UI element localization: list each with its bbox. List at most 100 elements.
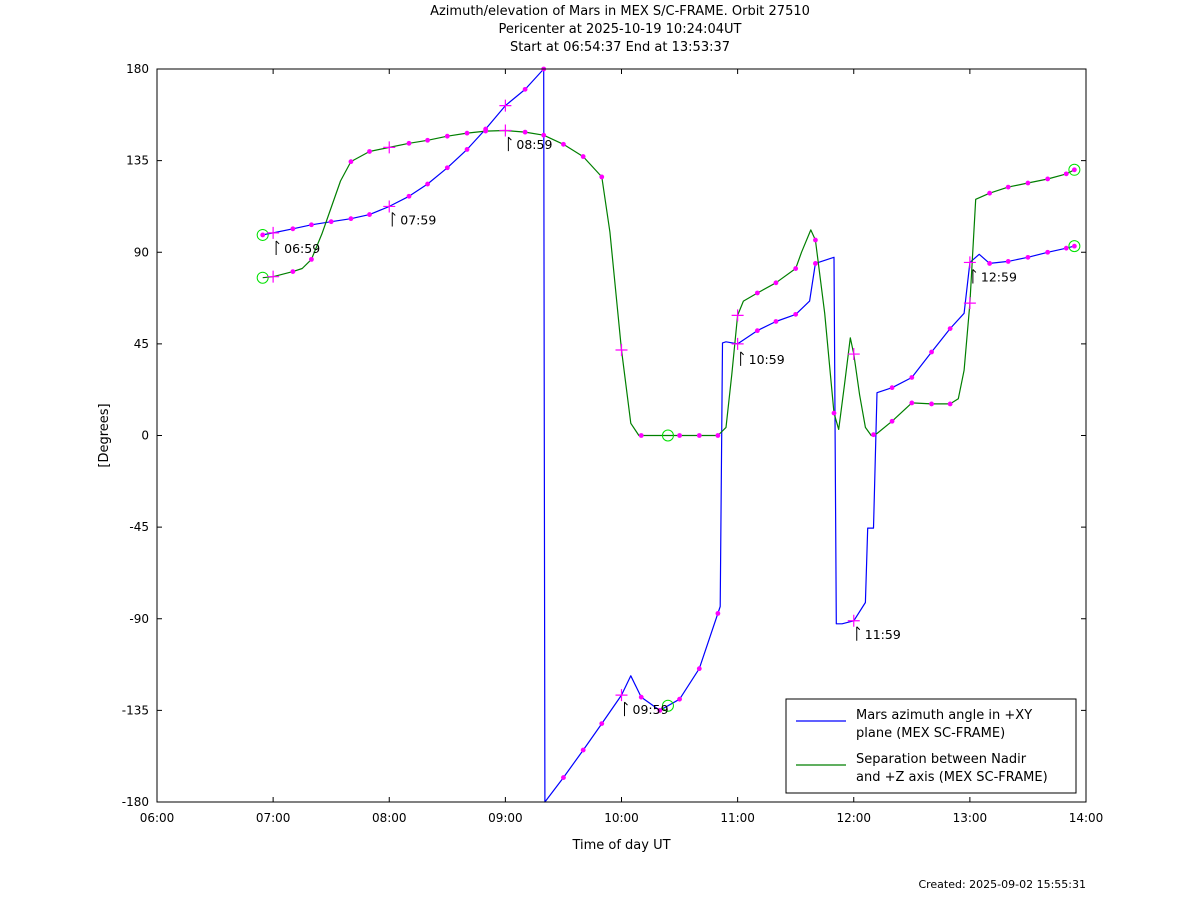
- series-2-hour-marker: [267, 270, 280, 283]
- series-1-point: [909, 375, 915, 380]
- axes-layer: 06:00 07:00 08:00 09:00 10:00 11:00 12:00 13:00…: [122, 62, 1104, 825]
- x-tick-label: 06:00: [140, 811, 175, 825]
- series-1-point: [328, 219, 334, 225]
- annotation-pointer: [740, 351, 744, 366]
- series-1-hour-marker: [731, 337, 744, 350]
- series-1-hour-marker: [267, 226, 280, 239]
- series-2-hour-marker: [499, 124, 512, 137]
- series-1-point: [1025, 254, 1031, 260]
- time-annotation: 09:59: [633, 702, 669, 717]
- legend-label: and +Z axis (MEX SC-FRAME): [856, 770, 1048, 785]
- series-2-hour-marker: [615, 343, 628, 356]
- series-2-point: [1025, 180, 1031, 186]
- x-tick-label: 11:00: [720, 811, 755, 825]
- legend: Mars azimuth angle in +XY plane (MEX SC-F…: [785, 698, 1077, 794]
- series-2-point: [831, 410, 837, 416]
- series-1-point: [987, 261, 993, 266]
- series-2-hour-marker: [383, 141, 396, 154]
- chart-title-line-1: Azimuth/elevation of Mars in MEX S/C-FRA…: [430, 4, 810, 19]
- series-1-point: [657, 707, 663, 713]
- series-1-point: [929, 349, 934, 355]
- legend-label: plane (MEX SC-FRAME): [856, 726, 1005, 741]
- series-1-point: [1005, 259, 1011, 264]
- series-2-point: [425, 137, 430, 143]
- series-2-point: [1063, 171, 1069, 177]
- series-2-point: [599, 174, 605, 180]
- series-2-hour-marker: [731, 309, 744, 322]
- series-2-point: [638, 433, 644, 438]
- series-2-point: [871, 432, 876, 438]
- series-2-point: [290, 269, 296, 274]
- series-2-point: [773, 280, 779, 286]
- marker-layer: [256, 66, 1081, 780]
- series-2-point: [561, 141, 566, 147]
- series-2-circle-marker: [1068, 163, 1081, 176]
- legend-label: Separation between Nadir: [856, 752, 1027, 767]
- series-2-point: [696, 433, 702, 438]
- y-tick-label: -45: [129, 520, 149, 534]
- chart-title-line-2: Pericenter at 2025-10-19 10:24:04UT: [498, 22, 742, 37]
- series-1-point: [715, 611, 721, 616]
- series-1-point: [561, 775, 566, 780]
- series-2-point: [813, 237, 818, 243]
- time-annotation: 08:59: [516, 137, 552, 152]
- annotation-pointer: [624, 701, 628, 717]
- time-annotation: 07:59: [400, 212, 436, 227]
- series-1-point: [889, 385, 895, 391]
- x-tick-label: 13:00: [953, 811, 988, 825]
- series-1-point: [1045, 249, 1051, 255]
- y-tick-label: 135: [126, 154, 149, 168]
- series-1-point: [444, 165, 450, 171]
- annotation-pointer: [507, 136, 512, 152]
- series-2-point: [348, 159, 354, 165]
- annotation-pointer: [275, 240, 280, 255]
- series-2-point: [464, 130, 470, 136]
- series-2-point: [483, 128, 489, 134]
- series-2-hour-marker: [963, 297, 976, 310]
- series-1-point: [580, 747, 586, 753]
- series-2-point: [987, 190, 993, 196]
- series-2-point: [909, 400, 915, 406]
- series-2-point: [522, 129, 528, 135]
- x-tick-label: 07:00: [256, 811, 291, 825]
- series-1-point: [677, 696, 682, 702]
- series-1-point: [696, 666, 702, 672]
- series-1-hour-marker: [963, 256, 976, 269]
- x-tick-label: 10:00: [604, 811, 639, 825]
- legend-box: [785, 698, 1077, 794]
- y-tick-label: -135: [122, 703, 149, 717]
- x-tick-label: 14:00: [1069, 811, 1104, 825]
- series-2-point: [406, 140, 412, 146]
- x-tick-label: 09:00: [488, 811, 523, 825]
- series-2-point: [367, 149, 372, 154]
- created-timestamp: Created: 2025-09-02 15:55:31: [918, 878, 1086, 891]
- annotation-pointer: [856, 626, 861, 641]
- series-1-point: [773, 319, 779, 324]
- series-1-point: [754, 328, 760, 334]
- series-2-circle-marker: [256, 271, 269, 284]
- series-2-point: [309, 256, 314, 262]
- series-2-circle-marker: [661, 429, 674, 442]
- series-1-point: [947, 326, 953, 332]
- annotation-pointer: [391, 212, 396, 227]
- series-1-hour-marker: [847, 614, 860, 627]
- x-axis-label: Time of day UT: [571, 838, 670, 853]
- series-2-point: [947, 401, 953, 407]
- annotation-layer: 06:59 07:59 08:59 09:59 10:59 11:59 12:59: [275, 136, 1017, 717]
- y-tick-label: 180: [126, 62, 149, 76]
- series-1-point: [1071, 243, 1077, 249]
- series-2-point: [929, 401, 934, 407]
- series-1-point: [599, 721, 605, 727]
- y-axis-label: [Degrees]: [97, 403, 112, 467]
- y-tick-label: 90: [134, 245, 149, 259]
- y-tick-label: 0: [141, 429, 149, 443]
- series-1-point: [638, 694, 644, 700]
- series-1-point: [406, 193, 412, 199]
- series-2-point: [677, 433, 682, 438]
- series-2-point: [715, 433, 721, 438]
- series-2-point: [793, 266, 799, 271]
- series-1-point: [367, 212, 372, 217]
- series-1-circle-marker: [256, 228, 269, 241]
- series-2-point: [1045, 176, 1051, 182]
